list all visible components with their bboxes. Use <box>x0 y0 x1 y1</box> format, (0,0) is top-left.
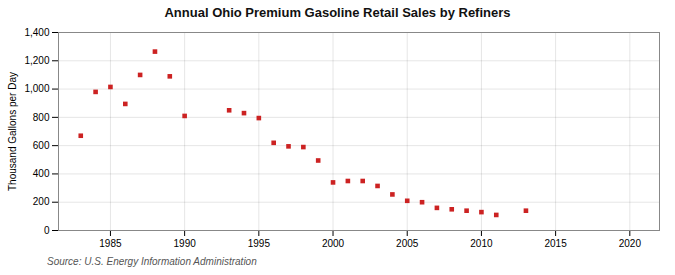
svg-text:800: 800 <box>33 112 50 123</box>
svg-text:400: 400 <box>33 168 50 179</box>
html-text:Source: U.S. Energy Informatio: Source: U.S. Energy Information Administ… <box>47 256 257 267</box>
svg-text:2005: 2005 <box>396 238 419 249</box>
svg-text:0: 0 <box>44 225 50 236</box>
svg-text:2015: 2015 <box>544 238 567 249</box>
svg-text:1990: 1990 <box>174 238 197 249</box>
svg-text:1,200: 1,200 <box>24 55 49 66</box>
svg-text:600: 600 <box>33 140 50 151</box>
svg-text:1,000: 1,000 <box>24 83 49 94</box>
svg-text:1985: 1985 <box>99 238 122 249</box>
svg-text:2020: 2020 <box>619 238 642 249</box>
html-text:Annual Ohio Premium Gasoline R: Annual Ohio Premium Gasoline Retail Sale… <box>164 5 511 20</box>
svg-text:1995: 1995 <box>248 238 271 249</box>
svg-text:1,400: 1,400 <box>24 27 49 38</box>
svg-text:2000: 2000 <box>322 238 345 249</box>
svg-text:2010: 2010 <box>470 238 493 249</box>
svg-text:Thousand Gallons per Day: Thousand Gallons per Day <box>7 72 18 191</box>
svg-text:200: 200 <box>33 196 50 207</box>
